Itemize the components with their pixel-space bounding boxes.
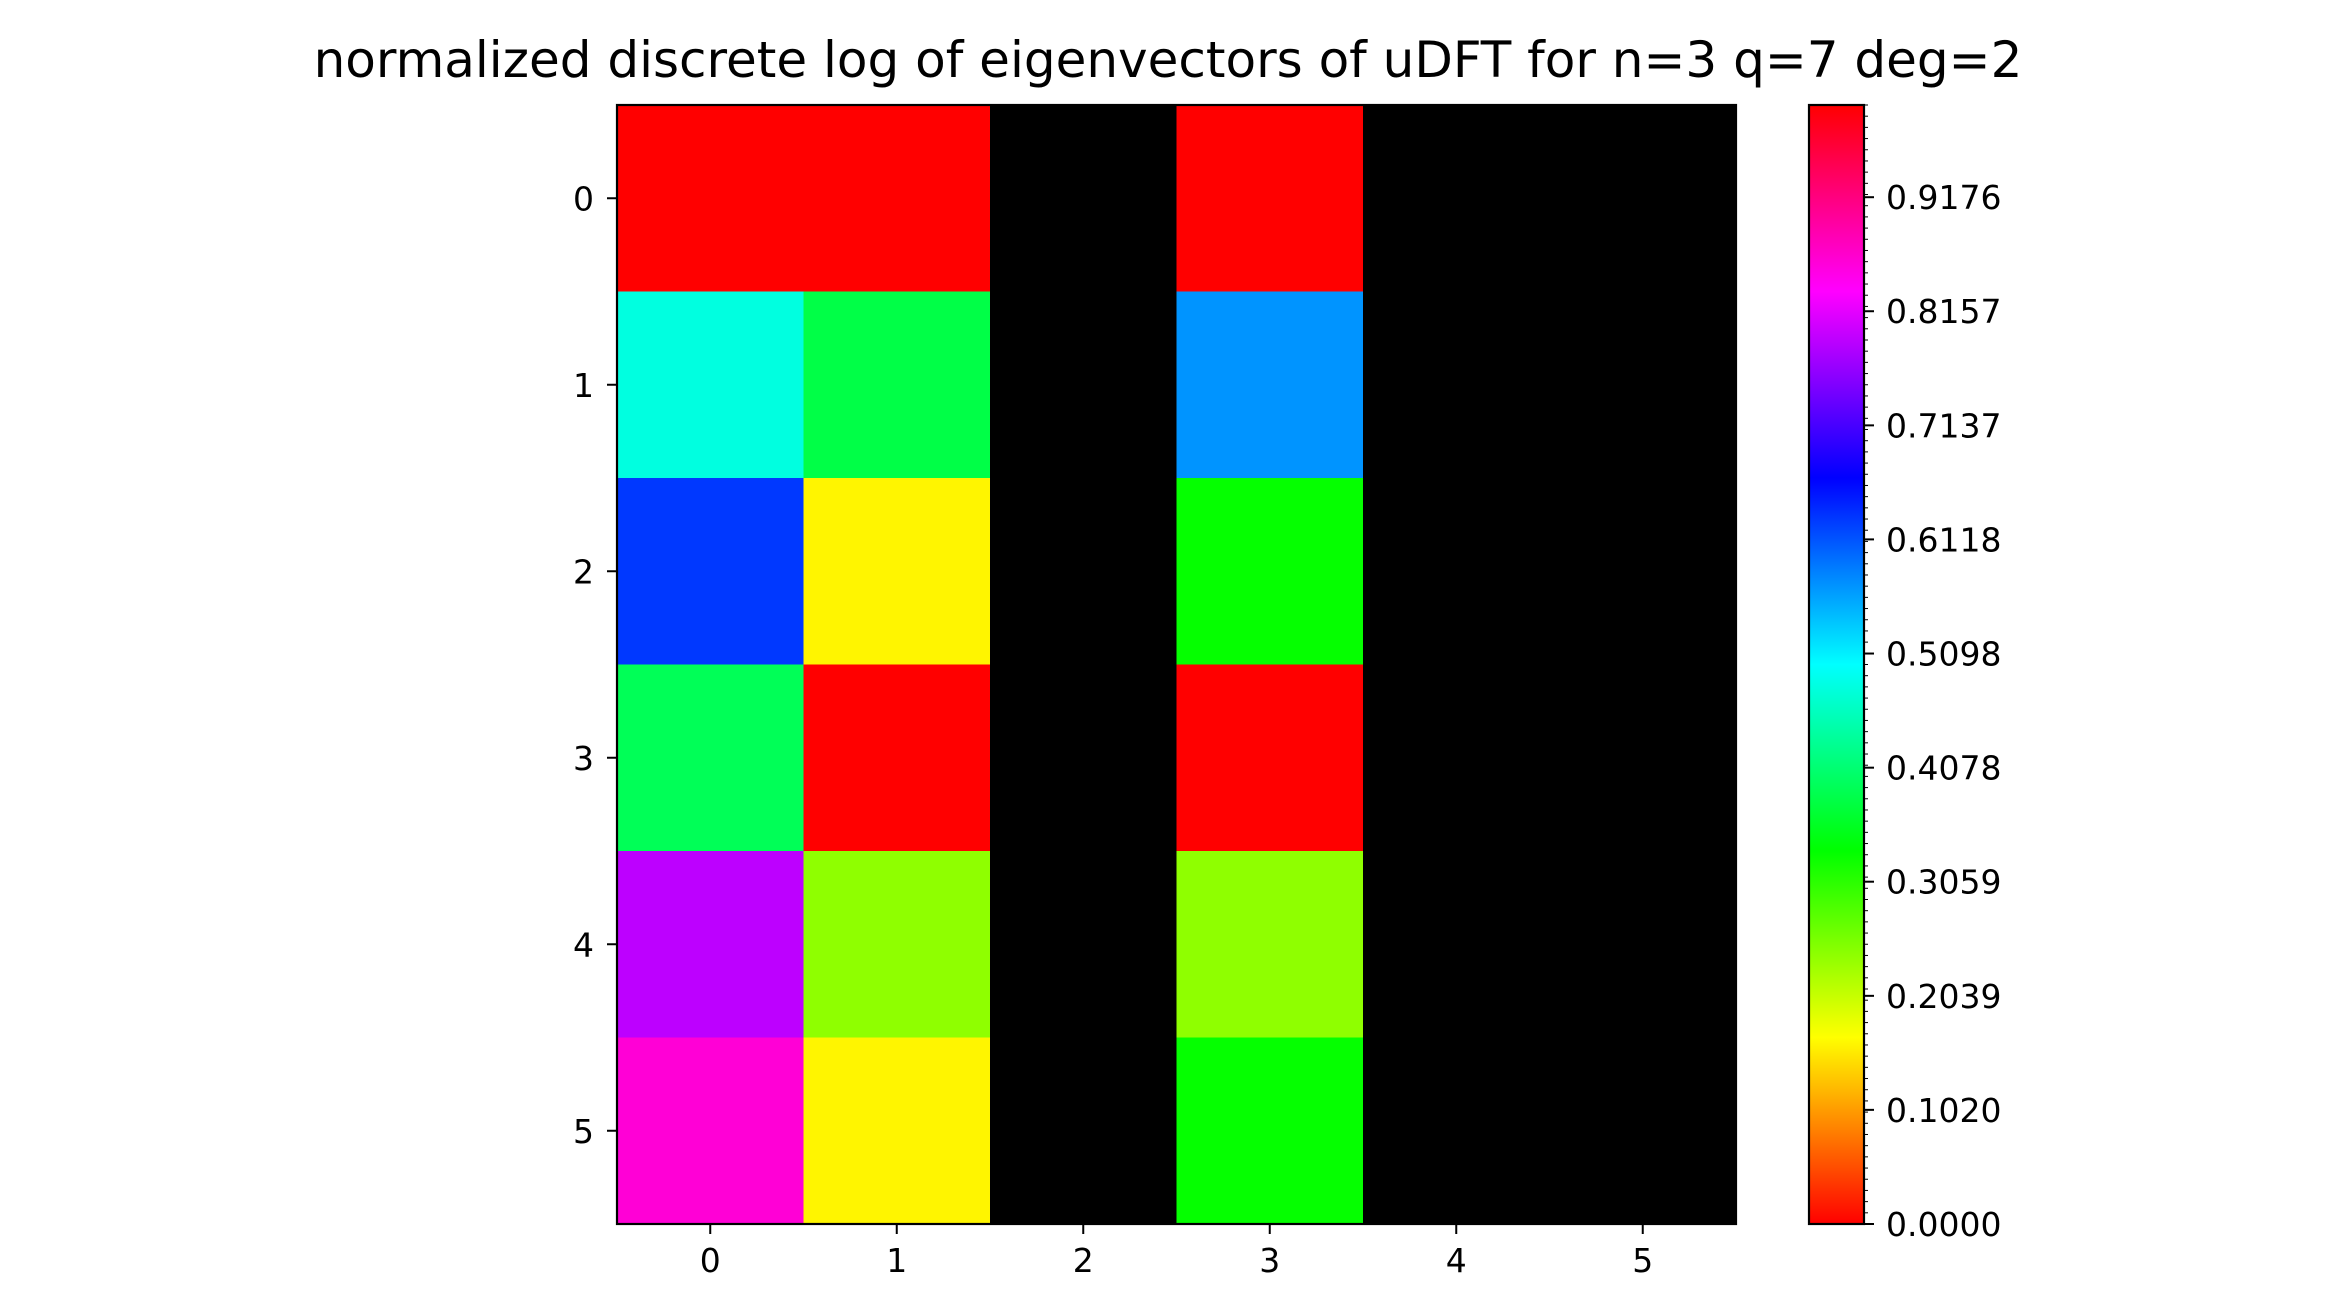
heatmap-cell-r5-c1: [803, 1037, 991, 1225]
y-tick-label: 3: [573, 739, 594, 778]
heatmap-cell-r2-c5: [1549, 478, 1737, 666]
heatmap-cell-r3-c0: [617, 664, 805, 852]
colorbar-tick-label: 0.9176: [1886, 178, 2001, 217]
heatmap-cell-r5-c5: [1549, 1037, 1737, 1225]
y-tick-label: 2: [573, 552, 594, 591]
heatmap-cell-r1-c4: [1363, 291, 1551, 479]
x-tick-label: 0: [700, 1241, 721, 1280]
x-tick-label: 3: [1259, 1241, 1280, 1280]
heatmap-cell-r3-c1: [803, 664, 991, 852]
chart-title: normalized discrete log of eigenvectors …: [314, 31, 2023, 89]
x-tick-label: 1: [886, 1241, 907, 1280]
y-tick-label: 5: [573, 1112, 594, 1151]
heatmap-cell-r4-c0: [617, 851, 805, 1039]
heatmap-cell-r1-c3: [1176, 291, 1364, 479]
colorbar-tick-label: 0.7137: [1886, 406, 2001, 445]
heatmap-cell-r2-c1: [803, 478, 991, 666]
heatmap-cell-r5-c4: [1363, 1037, 1551, 1225]
y-tick-label: 0: [573, 179, 594, 218]
heatmap-cell-r3-c4: [1363, 664, 1551, 852]
colorbar-tick-label: 0.3059: [1886, 863, 2001, 902]
heatmap-cell-r0-c0: [617, 105, 805, 293]
heatmap-cell-r3-c5: [1549, 664, 1737, 852]
colorbar-tick-label: 0.6118: [1886, 520, 2001, 559]
heatmap-cell-r4-c2: [990, 851, 1178, 1039]
y-tick-label: 1: [573, 366, 594, 405]
colorbar-gradient: [1809, 105, 1864, 1224]
heatmap-cell-r4-c1: [803, 851, 991, 1039]
heatmap-cell-r2-c4: [1363, 478, 1551, 666]
colorbar-tick-label: 0.8157: [1886, 292, 2001, 331]
heatmap-cell-r2-c0: [617, 478, 805, 666]
heatmap-cell-r2-c2: [990, 478, 1178, 666]
x-tick-label: 5: [1632, 1241, 1653, 1280]
colorbar-tick-label: 0.0000: [1886, 1205, 2001, 1244]
heatmap-cell-r0-c1: [803, 105, 991, 293]
x-tick-label: 4: [1446, 1241, 1467, 1280]
y-tick-label: 4: [573, 925, 594, 964]
heatmap-cell-r3-c3: [1176, 664, 1364, 852]
colorbar-tick-label: 0.2039: [1886, 977, 2001, 1016]
heatmap-cell-r5-c0: [617, 1037, 805, 1225]
heatmap-cell-r0-c3: [1176, 105, 1364, 293]
heatmap-cell-r5-c2: [990, 1037, 1178, 1225]
heatmap-cell-r0-c4: [1363, 105, 1551, 293]
heatmap-cell-r1-c0: [617, 291, 805, 479]
heatmap-cell-r4-c3: [1176, 851, 1364, 1039]
heatmap-cell-r4-c5: [1549, 851, 1737, 1039]
heatmap-cell-r5-c3: [1176, 1037, 1364, 1225]
heatmap-cell-r1-c2: [990, 291, 1178, 479]
heatmap-cell-r1-c5: [1549, 291, 1737, 479]
colorbar-tick-label: 0.1020: [1886, 1091, 2001, 1130]
x-tick-label: 2: [1073, 1241, 1094, 1280]
heatmap-cell-r0-c2: [990, 105, 1178, 293]
heatmap-cell-r3-c2: [990, 664, 1178, 852]
heatmap-cell-r2-c3: [1176, 478, 1364, 666]
heatmap-cell-r0-c5: [1549, 105, 1737, 293]
heatmap-cell-r1-c1: [803, 291, 991, 479]
plot-frame: [615, 103, 1738, 1226]
colorbar-tick-label: 0.4078: [1886, 749, 2001, 788]
colorbar-tick-label: 0.5098: [1886, 635, 2001, 674]
heatmap-cell-r4-c4: [1363, 851, 1551, 1039]
